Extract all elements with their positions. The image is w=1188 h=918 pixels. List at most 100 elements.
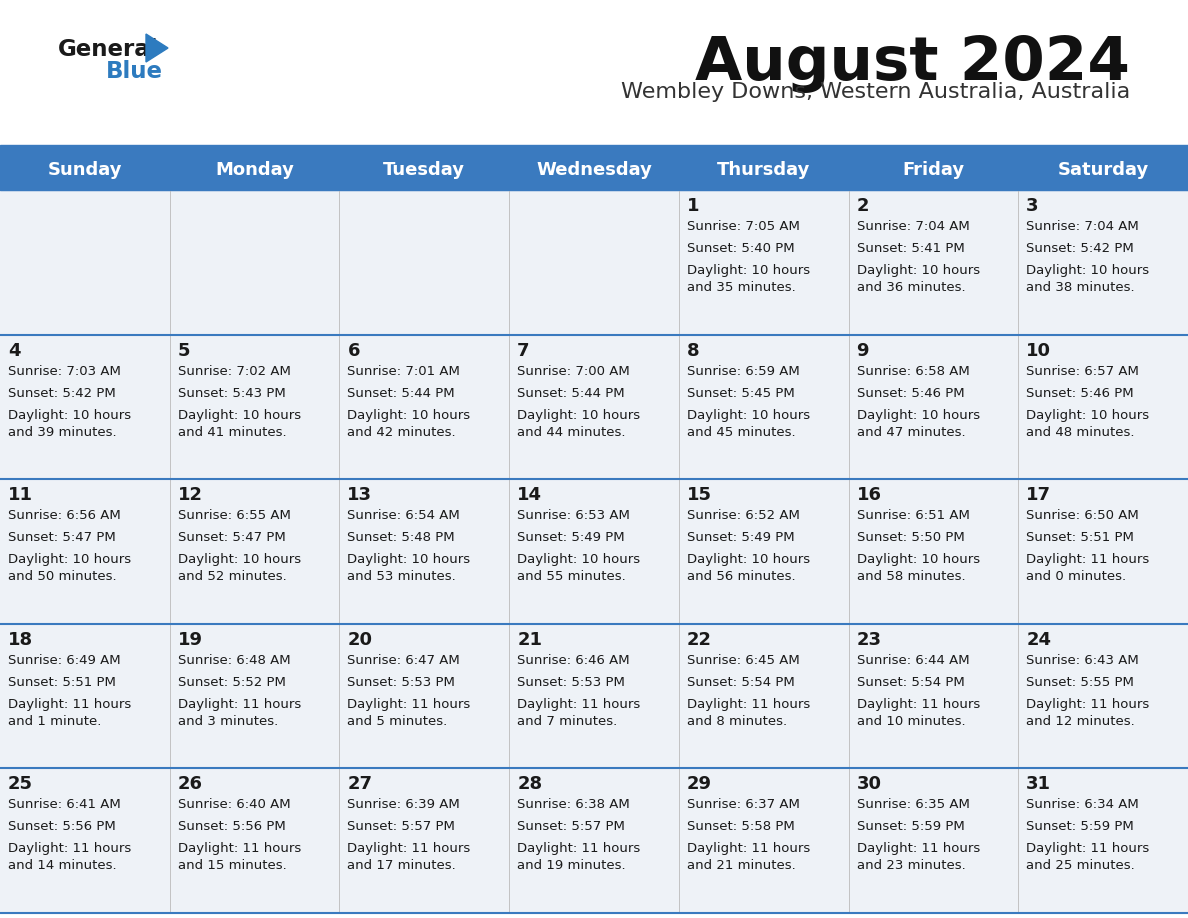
Text: Sunset: 5:42 PM: Sunset: 5:42 PM <box>8 386 115 399</box>
Text: Sunset: 5:47 PM: Sunset: 5:47 PM <box>8 532 115 544</box>
Text: Daylight: 10 hours
and 53 minutes.: Daylight: 10 hours and 53 minutes. <box>347 554 470 583</box>
Text: Sunset: 5:50 PM: Sunset: 5:50 PM <box>857 532 965 544</box>
Text: Daylight: 10 hours
and 48 minutes.: Daylight: 10 hours and 48 minutes. <box>1026 409 1150 439</box>
Text: 10: 10 <box>1026 341 1051 360</box>
Text: Monday: Monday <box>215 161 293 179</box>
Text: August 2024: August 2024 <box>695 34 1130 93</box>
Text: 2: 2 <box>857 197 870 215</box>
Text: 16: 16 <box>857 487 881 504</box>
Text: Daylight: 11 hours
and 8 minutes.: Daylight: 11 hours and 8 minutes. <box>687 698 810 728</box>
Text: Sunrise: 7:03 AM: Sunrise: 7:03 AM <box>8 364 121 377</box>
Text: 17: 17 <box>1026 487 1051 504</box>
Text: Sunrise: 6:39 AM: Sunrise: 6:39 AM <box>347 799 460 812</box>
Text: Daylight: 10 hours
and 41 minutes.: Daylight: 10 hours and 41 minutes. <box>178 409 301 439</box>
Text: Sunset: 5:57 PM: Sunset: 5:57 PM <box>347 821 455 834</box>
Text: Daylight: 11 hours
and 7 minutes.: Daylight: 11 hours and 7 minutes. <box>517 698 640 728</box>
Text: Sunrise: 7:00 AM: Sunrise: 7:00 AM <box>517 364 630 377</box>
Text: Sunrise: 6:58 AM: Sunrise: 6:58 AM <box>857 364 969 377</box>
Text: Sunrise: 6:34 AM: Sunrise: 6:34 AM <box>1026 799 1139 812</box>
Text: Sunset: 5:59 PM: Sunset: 5:59 PM <box>857 821 965 834</box>
Text: Daylight: 11 hours
and 15 minutes.: Daylight: 11 hours and 15 minutes. <box>178 843 301 872</box>
Text: Daylight: 11 hours
and 21 minutes.: Daylight: 11 hours and 21 minutes. <box>687 843 810 872</box>
Text: 4: 4 <box>8 341 20 360</box>
Text: Daylight: 11 hours
and 5 minutes.: Daylight: 11 hours and 5 minutes. <box>347 698 470 728</box>
Text: 25: 25 <box>8 776 33 793</box>
Text: Sunrise: 6:44 AM: Sunrise: 6:44 AM <box>857 654 969 666</box>
Text: 1: 1 <box>687 197 700 215</box>
Text: Sunrise: 6:45 AM: Sunrise: 6:45 AM <box>687 654 800 666</box>
Text: Sunset: 5:52 PM: Sunset: 5:52 PM <box>178 676 285 688</box>
Text: Daylight: 11 hours
and 10 minutes.: Daylight: 11 hours and 10 minutes. <box>857 698 980 728</box>
Text: Sunrise: 6:52 AM: Sunrise: 6:52 AM <box>687 509 800 522</box>
Text: 9: 9 <box>857 341 870 360</box>
Text: Sunrise: 6:46 AM: Sunrise: 6:46 AM <box>517 654 630 666</box>
Text: Saturday: Saturday <box>1057 161 1149 179</box>
Text: Daylight: 10 hours
and 47 minutes.: Daylight: 10 hours and 47 minutes. <box>857 409 980 439</box>
Text: Sunrise: 7:04 AM: Sunrise: 7:04 AM <box>1026 220 1139 233</box>
Text: 3: 3 <box>1026 197 1038 215</box>
Text: Sunrise: 6:55 AM: Sunrise: 6:55 AM <box>178 509 291 522</box>
Text: Sunrise: 6:56 AM: Sunrise: 6:56 AM <box>8 509 121 522</box>
Text: 6: 6 <box>347 341 360 360</box>
Text: Sunset: 5:47 PM: Sunset: 5:47 PM <box>178 532 285 544</box>
Text: 22: 22 <box>687 631 712 649</box>
Text: Sunset: 5:49 PM: Sunset: 5:49 PM <box>687 532 795 544</box>
Text: Sunset: 5:41 PM: Sunset: 5:41 PM <box>857 242 965 255</box>
Text: 7: 7 <box>517 341 530 360</box>
Text: 11: 11 <box>8 487 33 504</box>
Text: 5: 5 <box>178 341 190 360</box>
Text: Sunset: 5:53 PM: Sunset: 5:53 PM <box>347 676 455 688</box>
Text: Sunrise: 6:59 AM: Sunrise: 6:59 AM <box>687 364 800 377</box>
Text: 13: 13 <box>347 487 372 504</box>
Text: Daylight: 10 hours
and 50 minutes.: Daylight: 10 hours and 50 minutes. <box>8 554 131 583</box>
Bar <box>0 334 1188 479</box>
Text: Sunrise: 6:49 AM: Sunrise: 6:49 AM <box>8 654 121 666</box>
Text: Sunrise: 6:35 AM: Sunrise: 6:35 AM <box>857 799 969 812</box>
Text: 24: 24 <box>1026 631 1051 649</box>
Text: Sunset: 5:49 PM: Sunset: 5:49 PM <box>517 532 625 544</box>
Text: Sunset: 5:46 PM: Sunset: 5:46 PM <box>857 386 965 399</box>
Text: Daylight: 11 hours
and 17 minutes.: Daylight: 11 hours and 17 minutes. <box>347 843 470 872</box>
Text: Daylight: 11 hours
and 23 minutes.: Daylight: 11 hours and 23 minutes. <box>857 843 980 872</box>
Text: 20: 20 <box>347 631 372 649</box>
Text: Sunrise: 6:48 AM: Sunrise: 6:48 AM <box>178 654 290 666</box>
Text: Sunset: 5:54 PM: Sunset: 5:54 PM <box>857 676 965 688</box>
Text: Sunset: 5:44 PM: Sunset: 5:44 PM <box>517 386 625 399</box>
Text: Wembley Downs, Western Australia, Australia: Wembley Downs, Western Australia, Austra… <box>621 82 1130 102</box>
Text: Sunset: 5:46 PM: Sunset: 5:46 PM <box>1026 386 1133 399</box>
Text: Daylight: 10 hours
and 39 minutes.: Daylight: 10 hours and 39 minutes. <box>8 409 131 439</box>
Text: Sunset: 5:45 PM: Sunset: 5:45 PM <box>687 386 795 399</box>
Text: Sunrise: 7:04 AM: Sunrise: 7:04 AM <box>857 220 969 233</box>
Polygon shape <box>146 34 168 62</box>
Text: Sunrise: 6:57 AM: Sunrise: 6:57 AM <box>1026 364 1139 377</box>
Text: Daylight: 10 hours
and 35 minutes.: Daylight: 10 hours and 35 minutes. <box>687 264 810 294</box>
Text: Sunrise: 6:43 AM: Sunrise: 6:43 AM <box>1026 654 1139 666</box>
Text: Sunrise: 6:47 AM: Sunrise: 6:47 AM <box>347 654 460 666</box>
Text: 29: 29 <box>687 776 712 793</box>
Text: Sunday: Sunday <box>48 161 122 179</box>
Text: Sunrise: 7:05 AM: Sunrise: 7:05 AM <box>687 220 800 233</box>
Text: Wednesday: Wednesday <box>536 161 652 179</box>
Text: Thursday: Thursday <box>718 161 810 179</box>
Text: 8: 8 <box>687 341 700 360</box>
Text: 21: 21 <box>517 631 542 649</box>
Text: Sunset: 5:51 PM: Sunset: 5:51 PM <box>1026 532 1135 544</box>
Text: Blue: Blue <box>106 60 163 83</box>
Text: Sunset: 5:56 PM: Sunset: 5:56 PM <box>178 821 285 834</box>
Text: Sunset: 5:42 PM: Sunset: 5:42 PM <box>1026 242 1135 255</box>
Text: Daylight: 10 hours
and 38 minutes.: Daylight: 10 hours and 38 minutes. <box>1026 264 1150 294</box>
Text: 19: 19 <box>178 631 203 649</box>
Text: Daylight: 11 hours
and 19 minutes.: Daylight: 11 hours and 19 minutes. <box>517 843 640 872</box>
Text: Daylight: 11 hours
and 1 minute.: Daylight: 11 hours and 1 minute. <box>8 698 131 728</box>
Text: General: General <box>58 38 158 61</box>
Text: 15: 15 <box>687 487 712 504</box>
Text: Sunrise: 6:51 AM: Sunrise: 6:51 AM <box>857 509 969 522</box>
Text: 23: 23 <box>857 631 881 649</box>
Text: 28: 28 <box>517 776 542 793</box>
Text: Daylight: 10 hours
and 55 minutes.: Daylight: 10 hours and 55 minutes. <box>517 554 640 583</box>
Text: Sunset: 5:53 PM: Sunset: 5:53 PM <box>517 676 625 688</box>
Text: Sunset: 5:58 PM: Sunset: 5:58 PM <box>687 821 795 834</box>
Text: Sunset: 5:54 PM: Sunset: 5:54 PM <box>687 676 795 688</box>
Text: Sunrise: 6:37 AM: Sunrise: 6:37 AM <box>687 799 800 812</box>
Bar <box>0 479 1188 624</box>
